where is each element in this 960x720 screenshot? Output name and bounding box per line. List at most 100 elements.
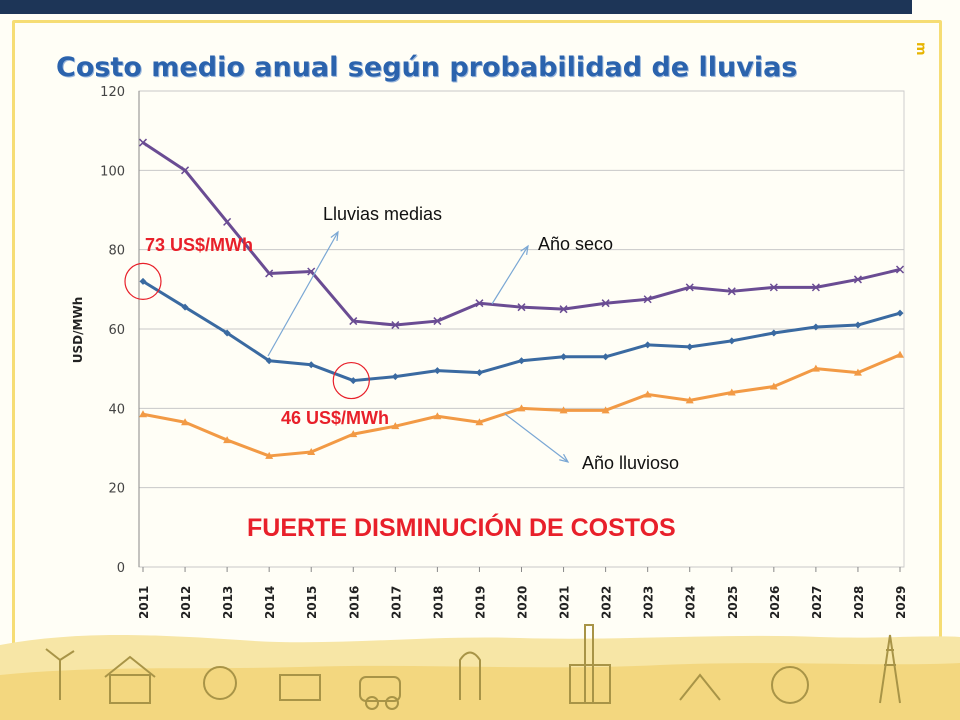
data-point xyxy=(349,430,358,438)
data-point xyxy=(811,283,820,292)
data-point xyxy=(811,364,820,372)
data-point xyxy=(307,361,315,369)
pointer-arrowhead xyxy=(559,453,570,463)
pointer-arrowhead xyxy=(520,244,529,255)
x-tick-label: 2017 xyxy=(389,586,403,619)
data-point xyxy=(685,283,694,292)
data-point xyxy=(853,275,862,284)
x-tick-label: 2012 xyxy=(179,586,193,619)
series-label-ano-seco: Año seco xyxy=(538,234,613,254)
x-tick-label: 2018 xyxy=(431,586,445,619)
start-value-circle xyxy=(124,262,162,300)
x-tick-label: 2023 xyxy=(642,586,656,619)
slide-title: Costo medio anual según probabilidad de … xyxy=(56,52,798,83)
data-point xyxy=(643,390,652,398)
data-point xyxy=(391,422,400,430)
x-tick-label: 2014 xyxy=(263,586,277,619)
y-tick-label: 100 xyxy=(100,164,125,179)
series-label-ano-lluvioso: Año lluvioso xyxy=(582,453,679,473)
data-point xyxy=(265,269,274,278)
y-tick-label: 20 xyxy=(108,482,125,497)
x-tick-label: 2028 xyxy=(852,586,866,619)
x-tick-label: 2013 xyxy=(221,586,235,619)
data-point xyxy=(475,418,484,426)
data-point xyxy=(138,138,148,147)
data-point xyxy=(560,353,568,361)
headline-annotation: FUERTE DISMINUCIÓN DE COSTOS xyxy=(247,512,676,542)
data-point xyxy=(727,287,736,296)
x-tick-label: 2019 xyxy=(473,586,487,619)
data-point xyxy=(433,412,442,420)
x-tick-label: 2015 xyxy=(305,586,319,619)
data-point xyxy=(769,283,778,292)
data-point xyxy=(139,410,147,418)
data-point xyxy=(601,406,610,414)
x-tick-label: 2022 xyxy=(600,586,614,619)
landscape-icons xyxy=(45,624,901,710)
data-point xyxy=(685,396,694,404)
data-point xyxy=(475,299,484,308)
x-tick-label: 2024 xyxy=(684,586,698,619)
data-point xyxy=(643,295,652,304)
data-point xyxy=(770,329,778,337)
data-point xyxy=(644,341,652,349)
top-banner xyxy=(0,0,912,14)
y-tick-label: 0 xyxy=(117,561,125,576)
brand-logo: m xyxy=(913,42,928,56)
data-point xyxy=(559,406,568,414)
pointer-arrow xyxy=(504,413,569,463)
x-tick-label: 2026 xyxy=(768,586,782,619)
data-point xyxy=(896,350,904,358)
data-point xyxy=(769,382,778,390)
x-tick-label: 2016 xyxy=(347,586,361,619)
data-point xyxy=(265,451,274,459)
y-axis-ticks: 0 20 40 60 80 100 120 xyxy=(100,85,125,576)
annotations: Lluvias medias Año seco Año lluvioso 73 US$… xyxy=(124,204,679,542)
x-tick-label: 2021 xyxy=(558,586,572,619)
data-point xyxy=(433,317,442,326)
x-tick-label: 2011 xyxy=(137,586,151,619)
gridlines xyxy=(138,90,905,568)
data-point xyxy=(601,299,610,308)
y-tick-label: 80 xyxy=(108,244,125,259)
data-point xyxy=(181,303,189,311)
data-point xyxy=(307,447,316,455)
data-point xyxy=(728,337,736,345)
series-line xyxy=(142,280,901,383)
data-point xyxy=(559,305,568,314)
data-point xyxy=(854,321,862,329)
data-point xyxy=(517,303,526,312)
x-tick-label: 2020 xyxy=(516,586,530,619)
data-point xyxy=(307,267,316,276)
data-point xyxy=(223,329,231,337)
start-value-label: 73 US$/MWh xyxy=(145,235,253,255)
data-point xyxy=(433,367,441,375)
min-value-label: 46 US$/MWh xyxy=(281,408,389,428)
x-tick-label: 2025 xyxy=(726,586,740,619)
data-point xyxy=(896,309,904,317)
data-point xyxy=(517,404,526,412)
x-axis-ticks: 2011 2012 2013 2014 2015 2016 2017 2018 2019 2020… xyxy=(137,567,908,619)
x-tick-label: 2029 xyxy=(894,586,908,619)
data-point xyxy=(139,277,147,285)
data-point xyxy=(349,317,358,326)
data-point xyxy=(853,368,862,376)
data-point xyxy=(602,353,610,361)
pointer-arrow xyxy=(491,245,529,305)
data-point xyxy=(349,377,357,385)
y-tick-label: 40 xyxy=(108,402,125,417)
data-point xyxy=(895,265,905,274)
data-point xyxy=(265,357,273,365)
data-point xyxy=(223,217,232,226)
data-point xyxy=(181,418,190,426)
pointer-arrowhead xyxy=(330,230,339,242)
y-tick-label: 60 xyxy=(108,323,125,338)
landscape-illustration xyxy=(0,624,960,720)
data-point xyxy=(727,388,736,396)
x-tick-label: 2027 xyxy=(810,586,824,619)
y-axis-label: USD/MWh xyxy=(71,297,85,363)
pointer-arrow xyxy=(267,231,339,357)
data-point xyxy=(686,343,694,351)
data-point xyxy=(475,369,483,377)
